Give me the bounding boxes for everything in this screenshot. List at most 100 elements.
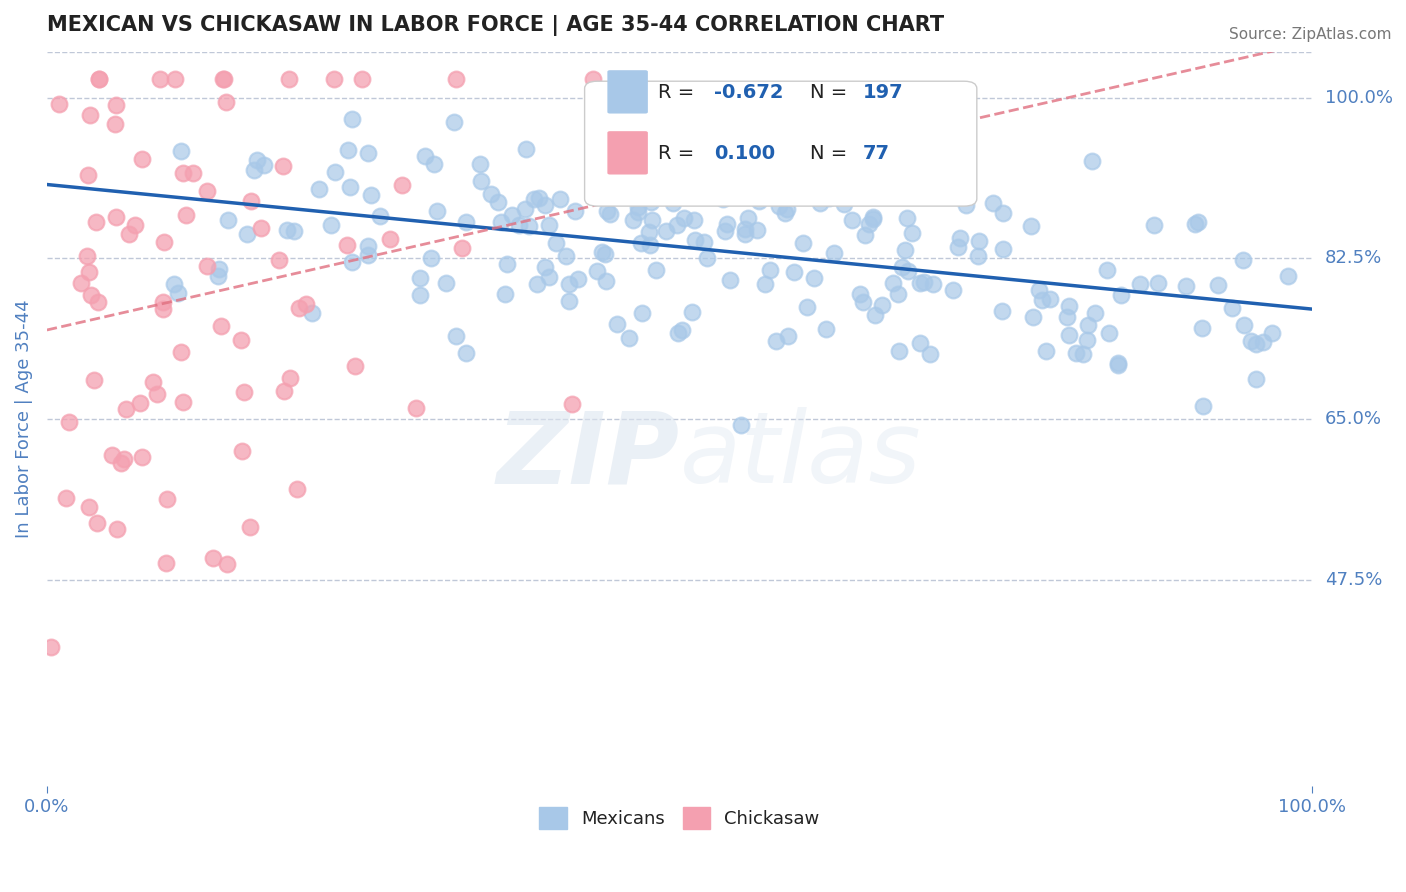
Point <box>887 286 910 301</box>
Point <box>1064 346 1087 360</box>
Point <box>79 107 101 121</box>
Point <box>239 194 262 208</box>
Point <box>496 257 519 271</box>
Point <box>641 213 664 227</box>
Point <box>339 180 361 194</box>
Point <box>87 295 110 310</box>
Point <box>714 224 737 238</box>
Point <box>967 234 990 248</box>
Point <box>350 72 373 87</box>
Point <box>357 238 380 252</box>
Point <box>340 255 363 269</box>
Point <box>250 220 273 235</box>
Point <box>922 277 945 291</box>
Point <box>489 215 512 229</box>
Point <box>1031 293 1053 307</box>
Text: N =: N = <box>810 83 853 102</box>
Point <box>527 191 550 205</box>
Point <box>342 112 364 126</box>
Point <box>104 97 127 112</box>
Point <box>1022 310 1045 324</box>
Point <box>942 283 965 297</box>
Text: -0.672: -0.672 <box>714 83 783 102</box>
Point <box>86 516 108 531</box>
Point <box>517 219 540 233</box>
Point <box>156 492 179 507</box>
Point <box>666 326 689 340</box>
Point <box>515 142 537 156</box>
Point <box>1076 333 1098 347</box>
Point <box>124 218 146 232</box>
Point <box>737 211 759 226</box>
Point <box>1244 336 1267 351</box>
Point <box>1146 276 1168 290</box>
Text: atlas: atlas <box>679 408 921 504</box>
Point <box>211 72 233 87</box>
Text: 100.0%: 100.0% <box>1324 88 1393 107</box>
Point <box>991 242 1014 256</box>
Point <box>323 165 346 179</box>
Point <box>1059 299 1081 313</box>
Point <box>692 235 714 249</box>
Point <box>593 247 616 261</box>
Point <box>621 212 644 227</box>
Point <box>167 286 190 301</box>
Point <box>696 251 718 265</box>
Point <box>991 206 1014 220</box>
Point <box>152 294 174 309</box>
Point <box>77 264 100 278</box>
Point <box>1084 306 1107 320</box>
Point <box>558 277 581 291</box>
Point <box>172 165 194 179</box>
Point <box>901 226 924 240</box>
Point <box>862 211 884 226</box>
Point <box>896 211 918 226</box>
Point <box>301 306 323 320</box>
Point <box>1057 328 1080 343</box>
Point <box>606 317 628 331</box>
Point <box>170 345 193 359</box>
Point <box>246 153 269 167</box>
Point <box>1220 301 1243 315</box>
Point <box>617 331 640 345</box>
Point <box>775 206 797 220</box>
Point <box>443 114 465 128</box>
Point <box>278 72 301 87</box>
Point <box>537 218 560 232</box>
Point <box>232 384 254 399</box>
Point <box>889 343 911 358</box>
Point <box>409 288 432 302</box>
Point <box>1019 219 1042 233</box>
Point <box>128 396 150 410</box>
Point <box>479 186 502 201</box>
Text: MEXICAN VS CHICKASAW IN LABOR FORCE | AGE 35-44 CORRELATION CHART: MEXICAN VS CHICKASAW IN LABOR FORCE | AG… <box>46 15 943 36</box>
Point <box>343 359 366 373</box>
Point <box>413 149 436 163</box>
Point <box>391 178 413 192</box>
FancyBboxPatch shape <box>607 70 648 113</box>
Point <box>558 293 581 308</box>
Point <box>595 274 617 288</box>
Point <box>1191 320 1213 334</box>
Point <box>267 252 290 267</box>
Point <box>644 263 666 277</box>
Point <box>468 157 491 171</box>
Point <box>884 146 907 161</box>
Text: 0.100: 0.100 <box>714 144 775 162</box>
Point <box>627 201 650 215</box>
Point <box>981 195 1004 210</box>
Point <box>1056 310 1078 325</box>
Point <box>39 640 62 655</box>
Point <box>908 276 931 290</box>
Point <box>444 329 467 343</box>
Point <box>152 301 174 316</box>
Point <box>283 224 305 238</box>
Point <box>897 264 920 278</box>
Point <box>624 181 647 195</box>
Point <box>420 251 443 265</box>
Point <box>513 202 536 216</box>
Point <box>1039 293 1062 307</box>
Point <box>1129 277 1152 291</box>
Point <box>115 401 138 416</box>
Point <box>661 195 683 210</box>
